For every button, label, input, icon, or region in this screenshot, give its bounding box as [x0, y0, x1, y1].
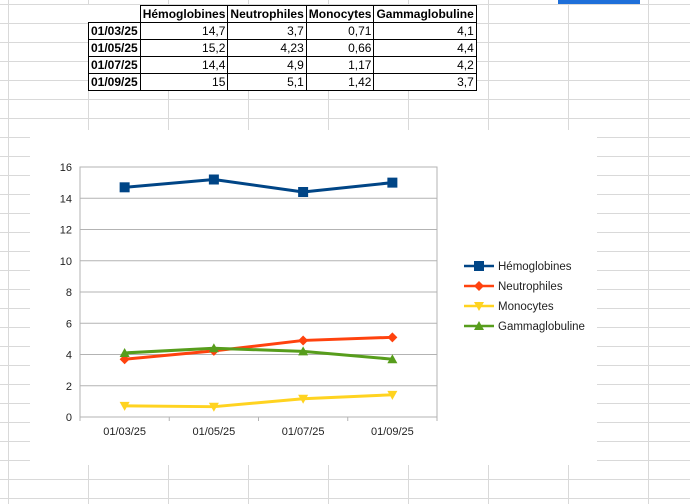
- legend-marker: [474, 261, 484, 271]
- header-cell[interactable]: Neutrophiles: [227, 5, 307, 23]
- series-line: [124, 393, 393, 409]
- value-cell[interactable]: 4,4: [373, 39, 477, 57]
- value-cell[interactable]: 1,17: [305, 56, 375, 74]
- data-point: [387, 390, 398, 400]
- value-cell[interactable]: 3,7: [373, 73, 477, 91]
- data-point: [298, 394, 309, 404]
- y-tick-label: 8: [66, 287, 72, 299]
- line-chart: 0 2 4 6 8 10 12 14 16 01/03/25 01/05/25 01/07/25 01/…: [60, 162, 585, 438]
- legend-marker: [474, 281, 484, 291]
- data-point: [298, 346, 309, 356]
- data-point: [387, 332, 398, 343]
- chart-area[interactable]: 0 2 4 6 8 10 12 14 16 01/03/25 01/05/25 01/07/25 01/…: [30, 130, 597, 465]
- value-cell[interactable]: 0,66: [305, 39, 375, 57]
- legend-marker: [474, 321, 484, 330]
- x-tick-label: 01/09/25: [371, 426, 414, 438]
- date-cell[interactable]: 01/05/25: [88, 39, 141, 57]
- corner-cell[interactable]: [88, 5, 141, 23]
- x-tick-label: 01/03/25: [103, 426, 146, 438]
- legend-marker: [474, 302, 484, 311]
- value-cell[interactable]: 4,1: [373, 22, 477, 40]
- data-point: [119, 347, 130, 357]
- series-line: [124, 346, 393, 361]
- data-point: [387, 354, 398, 364]
- data-point: [298, 187, 309, 197]
- data-point: [208, 174, 219, 185]
- legend-label: Gammaglobuline: [498, 321, 585, 333]
- header-cell[interactable]: Hémoglobines: [139, 5, 229, 23]
- date-cell[interactable]: 01/09/25: [88, 73, 141, 91]
- value-cell[interactable]: 5,1: [227, 73, 307, 91]
- y-tick-label: 14: [60, 193, 72, 205]
- data-point: [208, 343, 219, 353]
- y-tick-label: 10: [60, 256, 72, 268]
- date-cell[interactable]: 01/03/25: [88, 22, 141, 40]
- value-cell[interactable]: 1,42: [305, 73, 375, 91]
- series-line: [124, 335, 393, 361]
- legend-label: Neutrophiles: [498, 281, 563, 293]
- value-cell[interactable]: 4,23: [227, 39, 307, 57]
- table-row: 01/05/25 15,2 4,23 0,66 4,4: [88, 39, 477, 57]
- table-row: 01/07/25 14,4 4,9 1,17 4,2: [88, 56, 477, 74]
- value-cell[interactable]: 0,71: [305, 22, 375, 40]
- data-point: [208, 402, 219, 412]
- table-row: 01/09/25 15 5,1 1,42 3,7: [88, 73, 477, 91]
- legend-label: Monocytes: [498, 301, 554, 313]
- value-cell[interactable]: 4,2: [373, 56, 477, 74]
- data-table: Hémoglobines Neutrophiles Monocytes Gamm…: [88, 5, 477, 91]
- y-tick-label: 2: [66, 381, 72, 393]
- value-cell[interactable]: 15: [139, 73, 229, 91]
- data-point: [119, 182, 130, 193]
- data-point: [298, 335, 309, 346]
- table-row: 01/03/25 14,7 3,7 0,71 4,1: [88, 22, 477, 40]
- x-tick-label: 01/05/25: [192, 426, 235, 438]
- x-tick-label: 01/07/25: [282, 426, 325, 438]
- value-cell[interactable]: 15,2: [139, 39, 229, 57]
- y-tick-label: 12: [60, 225, 72, 237]
- value-cell[interactable]: 3,7: [227, 22, 307, 40]
- date-cell[interactable]: 01/07/25: [88, 56, 141, 74]
- value-cell[interactable]: 14,4: [139, 56, 229, 74]
- legend-label: Hémoglobines: [498, 261, 572, 273]
- header-cell[interactable]: Monocytes: [305, 5, 375, 23]
- value-cell[interactable]: 4,9: [227, 56, 307, 74]
- data-point: [119, 401, 130, 411]
- header-row: Hémoglobines Neutrophiles Monocytes Gamm…: [88, 5, 477, 23]
- selection-highlight: [558, 0, 640, 4]
- y-tick-label: 6: [66, 318, 72, 330]
- data-point: [387, 177, 398, 188]
- y-tick-label: 4: [66, 350, 72, 362]
- value-cell[interactable]: 14,7: [139, 22, 229, 40]
- header-cell[interactable]: Gammaglobuline: [373, 5, 477, 23]
- y-tick-label: 16: [60, 162, 72, 174]
- series-line: [124, 178, 393, 194]
- y-tick-label: 0: [66, 412, 72, 424]
